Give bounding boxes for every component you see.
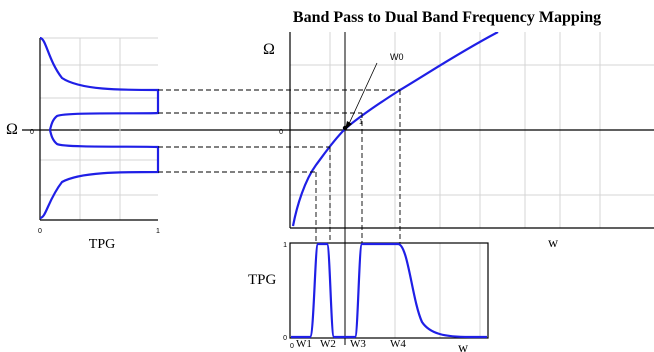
w0-label: W0 <box>390 52 404 62</box>
bottom-x-label: w <box>458 341 469 352</box>
w2-label: W2 <box>320 338 336 350</box>
bottom-grid <box>394 243 481 338</box>
main-zero-tick: 0 <box>279 129 283 136</box>
main-plot: W0 Ω 0 1 w <box>22 32 654 345</box>
left-tpg-curve <box>39 36 160 220</box>
diagram-title: Band Pass to Dual Band Frequency Mapping <box>293 9 601 26</box>
w3-label: W3 <box>350 338 366 350</box>
bottom-tick-zero: 0 <box>283 335 287 342</box>
w1-label: W1 <box>296 338 312 350</box>
main-y-label: Ω <box>263 41 275 58</box>
bottom-frame <box>289 242 489 339</box>
left-tick-zero: 0 <box>38 228 42 235</box>
w4-label: W4 <box>390 338 406 350</box>
w0-arrow-line <box>347 62 378 127</box>
w0-point <box>342 125 348 131</box>
bottom-tick-one: 1 <box>283 242 287 249</box>
left-x-label: TPG <box>89 237 115 252</box>
mapping-dashed-lines <box>158 89 401 243</box>
left-grid <box>40 37 158 220</box>
bottom-axis-zero: 0 <box>290 343 294 350</box>
main-one-tick: 1 <box>359 119 363 126</box>
bottom-plot: TPG 1 0 0 W1 W2 W3 W4 w <box>248 242 489 352</box>
bottom-tpg-curve <box>291 242 487 339</box>
main-x-label: w <box>548 236 559 251</box>
left-plot: Ω 0 0 1 TPG <box>6 36 160 252</box>
left-y-label: Ω <box>6 121 18 138</box>
left-axis-zero: 0 <box>30 129 34 136</box>
left-tick-one: 1 <box>156 228 160 235</box>
bottom-y-label: TPG <box>248 272 277 288</box>
